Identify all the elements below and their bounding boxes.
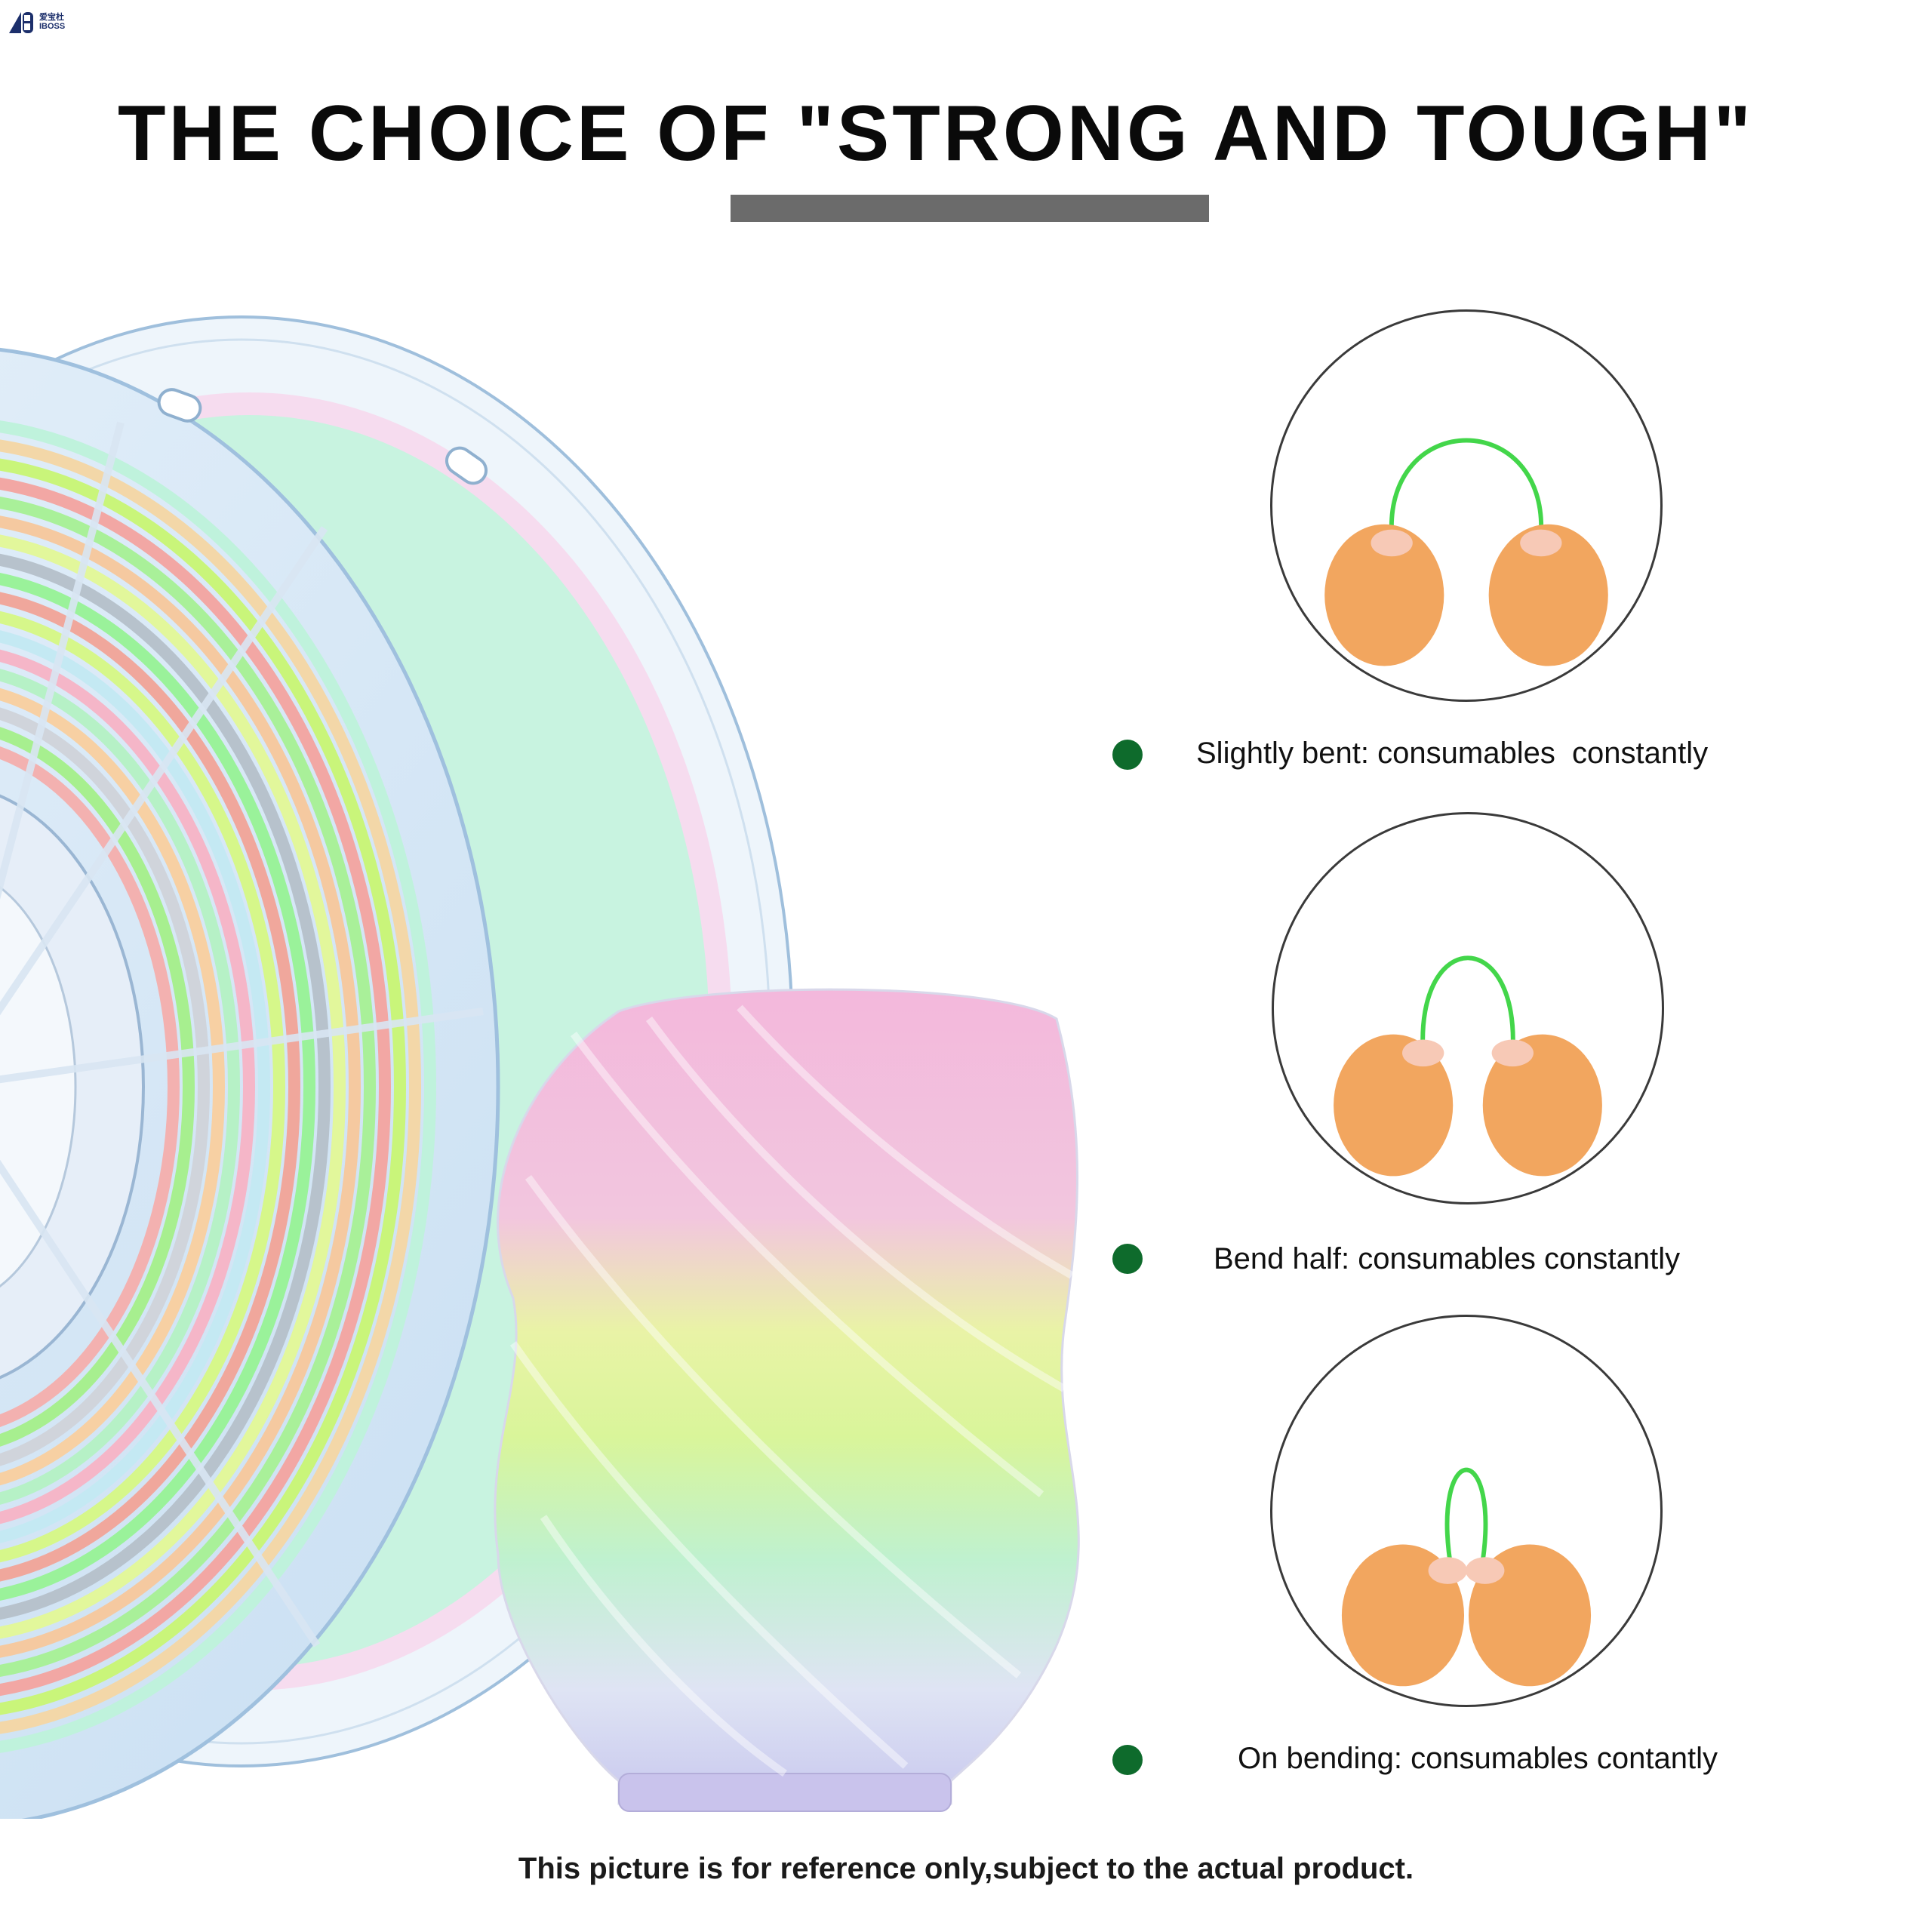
hands-bending-filament-half-icon [1334,955,1602,1177]
page-title: THE CHOICE OF "STRONG AND TOUGH" [118,90,1754,177]
disclaimer: This picture is for reference only,subje… [518,1852,1414,1885]
bullet-point [1112,740,1143,770]
brand-chinese-name: 爱宝杜 [39,13,64,22]
brand-logo-icon [9,12,33,33]
feature-caption-slightly-bent: Slightly bent: consumables constantly [1196,737,1709,770]
feature-caption-on-bending: On bending: consumables contantly [1238,1742,1718,1775]
bullet-point [1112,1244,1143,1274]
hands-bending-filament-slight-icon [1324,438,1608,666]
filament-spool-and-vase-illustration [0,315,1080,1819]
hands-bending-filament-full-icon [1341,1467,1592,1687]
feature-image-bend-half [1272,812,1664,1204]
feature-image-slightly-bent [1270,309,1663,702]
brand-logo: 爱宝杜 IBOSS [8,9,65,35]
brand-latin-name: IBOSS [39,22,66,31]
product-image [0,272,1132,1819]
bullet-point [1112,1745,1143,1775]
feature-image-on-bending [1270,1315,1663,1707]
feature-caption-bend-half: Bend half: consumables constantly [1214,1242,1681,1275]
title-underline [731,195,1209,222]
